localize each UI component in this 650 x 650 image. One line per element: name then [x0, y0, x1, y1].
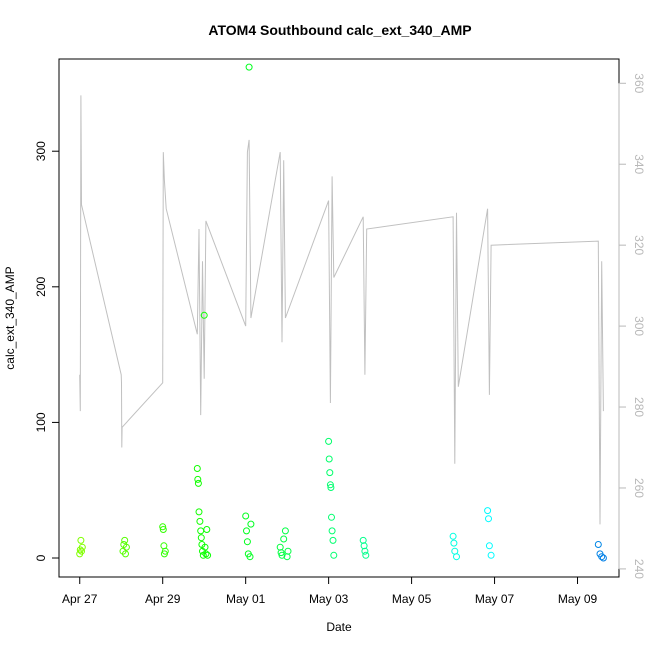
data-point — [598, 553, 606, 561]
data-point — [599, 554, 607, 562]
data-point — [122, 550, 129, 558]
data-point — [280, 535, 288, 543]
data-point — [326, 481, 334, 489]
data-point — [328, 527, 336, 535]
data-point — [485, 542, 493, 550]
data-point — [194, 479, 202, 487]
data-point — [243, 527, 250, 535]
data-point — [204, 551, 212, 559]
data-point — [278, 551, 286, 559]
data-point — [193, 465, 201, 472]
data-point — [325, 455, 333, 463]
x-axis-label: Date — [326, 620, 352, 634]
right-y-tick-label: 260 — [632, 478, 646, 498]
y-tick-label: 300 — [34, 141, 48, 161]
x-tick-label: May 07 — [475, 592, 515, 606]
data-point — [197, 527, 205, 535]
data-point — [330, 551, 338, 559]
data-point — [161, 547, 169, 555]
data-point — [197, 534, 205, 542]
data-point — [487, 551, 495, 559]
data-point — [594, 541, 602, 548]
data-point — [159, 523, 167, 531]
y-tick-label: 0 — [34, 554, 48, 561]
data-point — [203, 526, 211, 533]
data-point — [202, 550, 210, 558]
series-line — [79, 95, 604, 525]
point-series — [76, 63, 607, 562]
data-point — [77, 536, 85, 544]
plot-frame — [58, 58, 620, 578]
data-point — [195, 508, 203, 516]
data-point — [327, 484, 335, 491]
right-y-tick-label: 300 — [632, 316, 646, 336]
data-point — [328, 513, 335, 521]
data-point — [453, 553, 460, 561]
data-point — [284, 547, 292, 555]
x-tick-label: May 03 — [309, 592, 349, 606]
left-axis: 0 100 200 300 — [34, 141, 59, 561]
data-point — [159, 526, 167, 533]
right-y-tick-label: 240 — [632, 559, 646, 579]
data-point — [247, 520, 255, 528]
x-axis: Apr 27 Apr 29 May 01 May 03 May 05 May 07 May … — [62, 577, 598, 606]
x-tick-label: May 09 — [558, 592, 598, 606]
x-tick-label: May 01 — [226, 592, 266, 606]
data-point — [121, 536, 129, 544]
data-point — [325, 437, 333, 445]
data-point — [361, 547, 369, 555]
data-point — [246, 553, 254, 561]
right-y-tick-label: 280 — [632, 397, 646, 417]
x-tick-label: May 05 — [392, 592, 432, 606]
data-point — [242, 512, 250, 520]
x-tick-label: Apr 27 — [62, 592, 98, 606]
data-point — [362, 551, 370, 559]
data-point — [485, 515, 492, 523]
chart-title: ATOM4 Southbound calc_ext_340_AMP — [208, 22, 471, 38]
data-point — [281, 527, 289, 535]
right-y-tick-label: 340 — [632, 154, 646, 174]
data-point — [326, 469, 334, 477]
data-point — [122, 543, 130, 551]
data-point — [360, 542, 368, 550]
data-point — [78, 543, 86, 551]
data-point — [329, 536, 337, 544]
x-tick-label: Apr 29 — [145, 592, 181, 606]
data-point — [196, 517, 204, 525]
data-point — [245, 63, 253, 71]
right-y-tick-label: 360 — [632, 73, 646, 93]
y-tick-label: 100 — [34, 412, 48, 432]
data-point — [450, 539, 458, 547]
y-tick-label: 200 — [34, 276, 48, 296]
data-point — [449, 532, 457, 540]
data-point — [243, 538, 251, 546]
data-point — [201, 543, 209, 551]
line-series — [79, 95, 604, 525]
data-point — [200, 311, 208, 319]
data-point — [484, 507, 492, 515]
right-y-tick-label: 320 — [632, 235, 646, 255]
right-axis: 240 260 280 300 320 340 360 — [618, 73, 646, 579]
y-axis-label: calc_ext_340_AMP — [3, 266, 17, 369]
data-point — [194, 475, 202, 483]
data-point — [78, 547, 85, 555]
